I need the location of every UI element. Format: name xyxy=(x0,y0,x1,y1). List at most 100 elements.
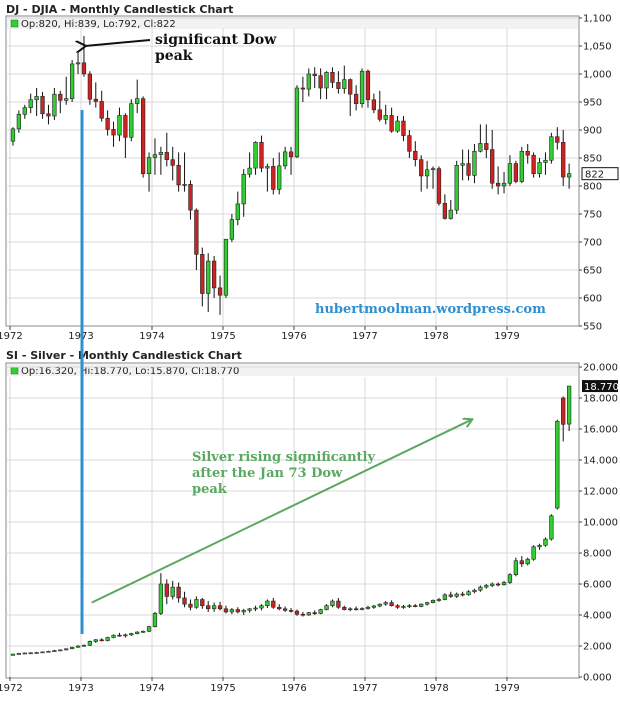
candle-body-down xyxy=(200,599,205,606)
dow-last-value-label: 822 xyxy=(585,170,604,181)
candle xyxy=(442,194,448,220)
candle-body-down xyxy=(395,605,400,608)
candle-body-up xyxy=(194,599,199,608)
candle-body-up xyxy=(247,167,252,175)
candle-body-down xyxy=(513,163,519,182)
candle xyxy=(223,605,229,614)
candle xyxy=(525,557,530,566)
candle-body-up xyxy=(490,583,495,586)
candle xyxy=(58,90,63,114)
candle xyxy=(140,630,146,633)
candle-body-down xyxy=(466,163,471,176)
candle-body-down xyxy=(531,154,536,174)
candle-body-down xyxy=(555,136,560,143)
candle-body-down xyxy=(206,605,211,610)
candle xyxy=(182,591,187,608)
candle-body-up xyxy=(111,634,116,638)
candle-body-up xyxy=(22,107,27,115)
candle xyxy=(549,514,554,541)
candle xyxy=(188,599,193,611)
candle-body-up xyxy=(277,165,282,190)
candle xyxy=(140,96,146,178)
candle xyxy=(519,146,524,184)
candle xyxy=(123,113,128,158)
candle xyxy=(419,155,424,192)
candle xyxy=(217,275,223,315)
candle-body-down xyxy=(271,600,276,608)
candle-body-up xyxy=(430,599,436,603)
candle xyxy=(448,200,453,220)
candle-body-down xyxy=(525,150,530,156)
candle-body-up xyxy=(507,163,513,184)
dow-chart-title: DJ - DJIA - Monthly Candlestick Chart xyxy=(6,3,233,16)
x-tick-label: 1974 xyxy=(139,331,164,342)
candle xyxy=(164,132,169,167)
watermark-text: hubertmoolman.wordpress.com xyxy=(315,302,546,317)
candle xyxy=(40,91,45,119)
candle xyxy=(389,600,394,607)
candle-body-up xyxy=(549,515,554,540)
candle-body-down xyxy=(188,184,193,211)
candle xyxy=(318,608,323,615)
candle xyxy=(206,253,211,312)
candle-body-down xyxy=(495,182,501,187)
candle xyxy=(389,107,394,133)
y-tick-label: 14.000 xyxy=(583,456,618,467)
candle-body-down xyxy=(288,610,294,612)
candle xyxy=(241,608,246,615)
candle xyxy=(543,537,548,547)
candle xyxy=(342,65,347,94)
candle-body-up xyxy=(152,154,158,158)
candle-body-up xyxy=(424,602,430,605)
candle-body-down xyxy=(99,101,104,119)
candle-body-up xyxy=(507,574,513,583)
silver-last-value: 18.770 xyxy=(582,380,619,393)
candle xyxy=(200,247,205,307)
candle xyxy=(466,149,471,181)
candle xyxy=(537,158,542,178)
candle xyxy=(46,650,51,653)
candle-body-down xyxy=(176,164,181,186)
candle xyxy=(395,116,400,133)
candle-body-up xyxy=(525,558,530,565)
candle-body-down xyxy=(312,73,317,76)
x-tick-label: 1977 xyxy=(352,331,377,342)
candle xyxy=(28,652,33,655)
candle-body-up xyxy=(52,93,57,117)
candle xyxy=(259,135,264,172)
candle xyxy=(294,85,300,158)
candle xyxy=(58,649,63,652)
candle xyxy=(377,603,382,608)
candle xyxy=(501,580,507,586)
candle xyxy=(64,648,69,651)
candle-body-up xyxy=(454,164,459,211)
candle xyxy=(490,582,495,588)
candle xyxy=(365,69,371,108)
candle xyxy=(460,149,465,181)
candle-body-up xyxy=(52,650,57,652)
candle xyxy=(525,144,530,164)
candle-body-down xyxy=(460,593,465,596)
candle xyxy=(519,556,524,567)
candle xyxy=(211,256,217,298)
candle-body-up xyxy=(34,652,39,654)
candle-body-up xyxy=(152,613,158,627)
candle-body-down xyxy=(389,115,394,132)
y-tick-label: 0.000 xyxy=(583,673,612,684)
candle-body-down xyxy=(294,610,300,615)
candle-body-down xyxy=(164,583,169,597)
candle xyxy=(123,633,128,638)
candle-body-up xyxy=(306,73,311,90)
candle xyxy=(146,625,152,633)
candle-body-down xyxy=(401,120,406,136)
candle-body-up xyxy=(436,599,442,601)
silver-legend-swatch xyxy=(10,366,19,375)
candle-body-up xyxy=(419,603,424,607)
candle-body-down xyxy=(117,634,122,637)
candle-body-up xyxy=(359,70,365,104)
candle-body-down xyxy=(164,152,169,160)
candle xyxy=(424,601,430,606)
candle xyxy=(235,191,240,226)
candle-body-down xyxy=(105,117,110,130)
